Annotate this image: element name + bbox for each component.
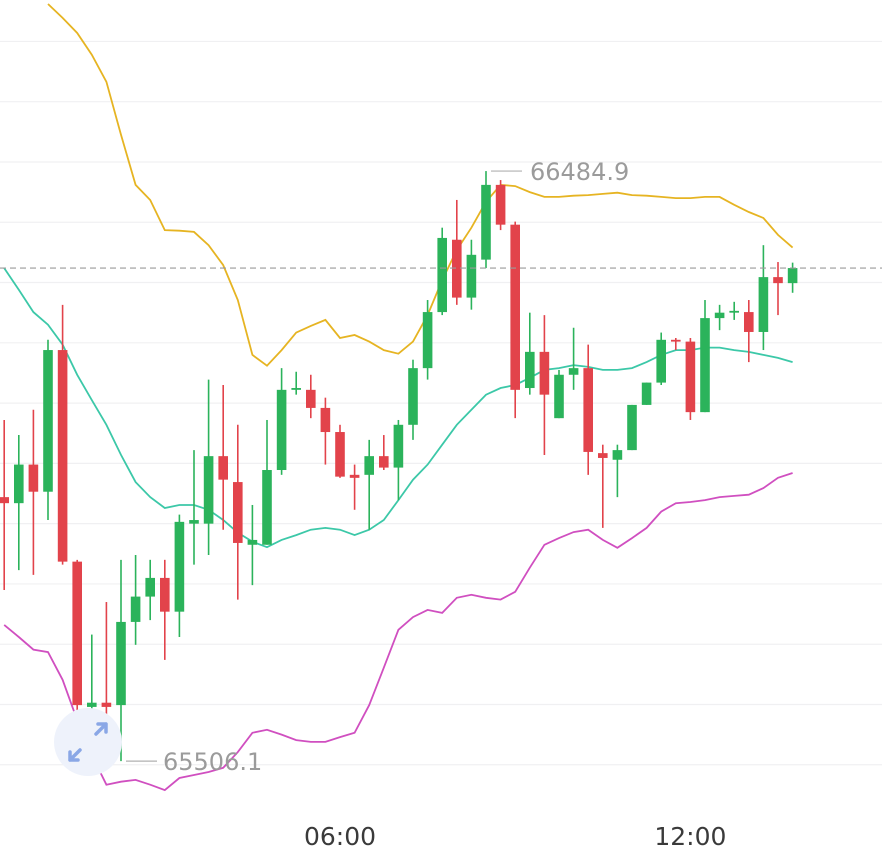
candle-body xyxy=(160,577,170,612)
candle-body xyxy=(130,596,141,622)
candle-body xyxy=(87,702,97,707)
candle-body xyxy=(700,318,710,413)
candle-body xyxy=(203,456,214,524)
candle-body xyxy=(729,310,739,313)
candle-body xyxy=(262,470,272,545)
candle-body xyxy=(568,368,579,375)
candle-body xyxy=(393,424,404,468)
zoom-icon[interactable] xyxy=(68,722,108,762)
candle-body xyxy=(364,456,374,475)
band-line xyxy=(47,3,794,367)
candle-body xyxy=(145,577,155,597)
candle-body xyxy=(72,561,82,706)
candle-body xyxy=(247,539,258,545)
candle-body xyxy=(218,456,228,480)
candle-body xyxy=(14,464,24,504)
zoom-button-bg[interactable] xyxy=(54,708,122,776)
candle-body xyxy=(744,312,754,332)
candle-body xyxy=(452,239,462,298)
candle-body xyxy=(495,184,506,225)
x-tick-label: 06:00 xyxy=(304,822,376,851)
candle-body xyxy=(28,464,39,492)
candle-body xyxy=(306,389,316,408)
candle-body xyxy=(627,404,637,451)
candle-body xyxy=(583,368,593,452)
candles xyxy=(0,171,798,762)
candle-body xyxy=(379,456,389,468)
candle-body xyxy=(685,341,696,413)
candle-body xyxy=(349,474,360,478)
x-tick-label: 12:00 xyxy=(654,822,726,851)
candle-body xyxy=(671,339,681,342)
candle-body xyxy=(408,368,418,425)
candle-body xyxy=(335,432,345,477)
low-label: 65506.1 xyxy=(163,748,262,776)
candle-body xyxy=(510,224,520,390)
candle-body xyxy=(101,702,112,707)
labels: 66484.9 65506.1 06:00 12:00 xyxy=(0,158,882,851)
high-label: 66484.9 xyxy=(530,158,629,186)
candle-body xyxy=(612,450,623,460)
candle-body xyxy=(0,497,10,504)
candle-body xyxy=(116,621,126,706)
candle-body xyxy=(656,339,666,383)
candle-body xyxy=(276,389,287,471)
candle-body xyxy=(758,277,769,332)
candle-body xyxy=(422,312,433,369)
candle-body xyxy=(554,374,564,419)
candle-body xyxy=(437,237,447,313)
band-line xyxy=(3,472,793,792)
candle-body xyxy=(481,184,491,260)
band-line xyxy=(3,267,793,549)
grid xyxy=(0,40,882,766)
candle-body xyxy=(174,521,185,612)
candle-body xyxy=(189,520,199,524)
candle-body xyxy=(291,388,301,390)
candle-body xyxy=(539,351,550,395)
candle-body xyxy=(598,453,608,458)
candle-body xyxy=(320,407,331,433)
zoom-button[interactable] xyxy=(54,708,122,776)
candle-body xyxy=(787,268,798,284)
candle-body xyxy=(641,382,652,405)
candle-body xyxy=(57,350,68,562)
candle-body xyxy=(233,482,243,543)
candle-body xyxy=(43,350,53,492)
candle-body xyxy=(773,277,783,284)
candle-body xyxy=(466,254,477,298)
candle-body xyxy=(714,312,725,319)
candle-body xyxy=(525,351,535,389)
